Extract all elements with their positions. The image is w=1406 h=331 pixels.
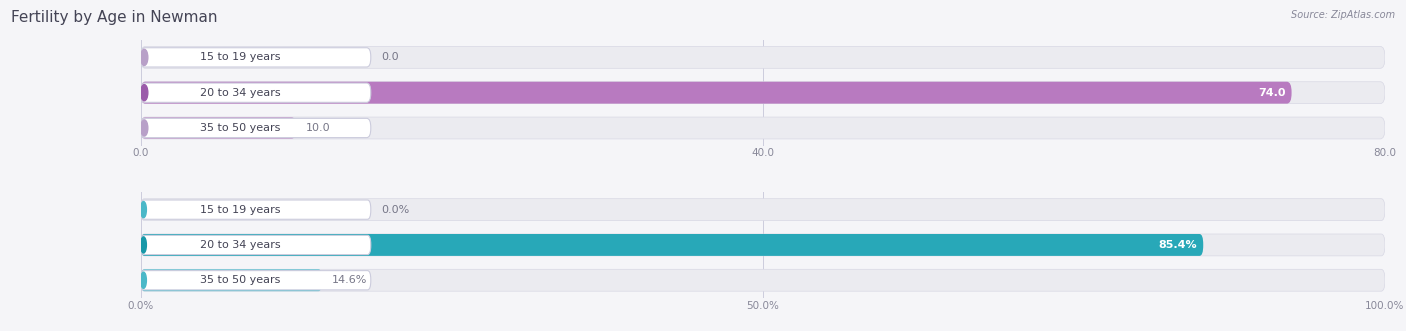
Circle shape <box>141 237 146 253</box>
FancyBboxPatch shape <box>141 200 371 219</box>
Text: 20 to 34 years: 20 to 34 years <box>201 88 281 98</box>
FancyBboxPatch shape <box>141 235 371 255</box>
Circle shape <box>141 272 146 288</box>
Text: 85.4%: 85.4% <box>1159 240 1197 250</box>
FancyBboxPatch shape <box>141 117 1385 139</box>
FancyBboxPatch shape <box>141 83 371 102</box>
FancyBboxPatch shape <box>141 271 371 290</box>
Circle shape <box>141 49 148 66</box>
Text: 20 to 34 years: 20 to 34 years <box>201 240 281 250</box>
FancyBboxPatch shape <box>141 48 371 67</box>
Text: 74.0: 74.0 <box>1258 88 1285 98</box>
FancyBboxPatch shape <box>141 234 1385 256</box>
FancyBboxPatch shape <box>141 199 1385 220</box>
FancyBboxPatch shape <box>141 117 297 139</box>
Text: 14.6%: 14.6% <box>332 275 367 285</box>
FancyBboxPatch shape <box>141 46 1385 68</box>
Text: 15 to 19 years: 15 to 19 years <box>201 52 281 62</box>
Circle shape <box>141 85 148 101</box>
Text: Fertility by Age in Newman: Fertility by Age in Newman <box>11 10 218 25</box>
FancyBboxPatch shape <box>141 234 1204 256</box>
Circle shape <box>141 120 148 136</box>
Text: 35 to 50 years: 35 to 50 years <box>201 123 281 133</box>
Text: 0.0: 0.0 <box>381 52 398 62</box>
Text: 35 to 50 years: 35 to 50 years <box>201 275 281 285</box>
FancyBboxPatch shape <box>141 82 1385 104</box>
Circle shape <box>141 202 146 218</box>
FancyBboxPatch shape <box>141 118 371 138</box>
Text: 0.0%: 0.0% <box>381 205 409 214</box>
Text: 10.0: 10.0 <box>307 123 330 133</box>
FancyBboxPatch shape <box>141 269 322 291</box>
Text: 15 to 19 years: 15 to 19 years <box>201 205 281 214</box>
FancyBboxPatch shape <box>141 82 1292 104</box>
FancyBboxPatch shape <box>141 269 1385 291</box>
Text: Source: ZipAtlas.com: Source: ZipAtlas.com <box>1291 10 1395 20</box>
